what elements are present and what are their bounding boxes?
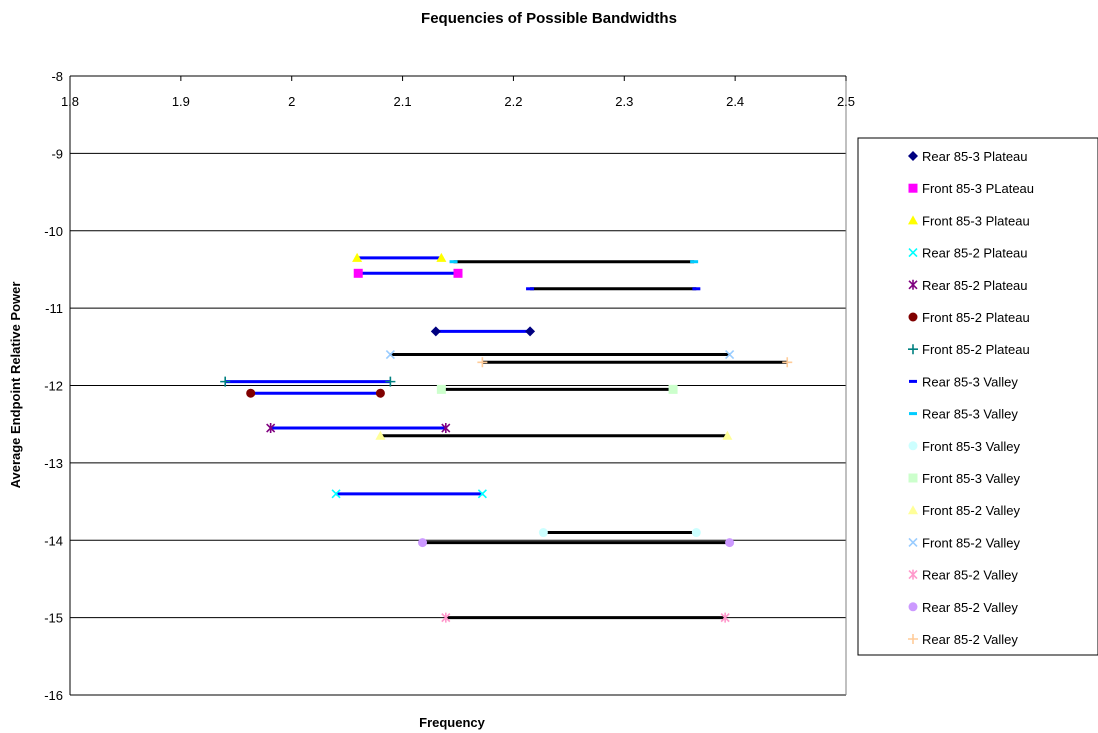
x-tick-label: 1.8	[61, 94, 79, 109]
legend-label: Front 85-3 PLateau	[922, 181, 1034, 196]
legend-label: Front 85-2 Valley	[922, 535, 1021, 550]
data-point	[453, 268, 463, 278]
data-point	[266, 423, 276, 434]
legend-label: Rear 85-2 Plateau	[922, 246, 1028, 261]
data-point	[526, 287, 535, 291]
legend-label: Front 85-3 Valley	[922, 439, 1021, 454]
data-point	[375, 430, 386, 440]
legend-marker	[908, 279, 918, 290]
data-point	[246, 388, 256, 398]
y-tick-label: -11	[45, 301, 63, 316]
chart-title: Fequencies of Possible Bandwidths	[421, 10, 677, 27]
legend-label: Front 85-2 Plateau	[922, 310, 1030, 325]
legend-marker	[908, 441, 918, 451]
legend-marker	[908, 569, 918, 580]
data-point	[385, 376, 396, 387]
x-tick-label: 2.3	[615, 94, 633, 109]
data-point	[353, 268, 363, 278]
y-tick-label: -13	[44, 456, 63, 471]
legend-label: Rear 85-3 Valley	[922, 407, 1018, 422]
legend-marker	[908, 505, 918, 515]
x-tick-label: 2.5	[837, 94, 855, 109]
legend-marker	[908, 634, 918, 644]
data-point	[722, 430, 733, 440]
legend-label: Front 85-3 Valley	[922, 471, 1021, 486]
x-tick-label: 1.9	[172, 94, 190, 109]
y-tick-label: -14	[44, 533, 63, 548]
data-point	[725, 349, 735, 360]
legend-marker	[908, 602, 918, 612]
legend-label: Rear 85-2 Valley	[922, 568, 1018, 583]
legend-label: Front 85-2 Plateau	[922, 342, 1030, 357]
data-point	[725, 538, 735, 548]
data-point	[441, 423, 451, 434]
y-tick-label: -9	[51, 146, 63, 161]
legend-label: Front 85-3 Plateau	[922, 213, 1030, 228]
y-axis-label: Average Endpoint Relative Power	[8, 282, 23, 489]
data-point	[720, 612, 730, 623]
y-tick-label: -15	[44, 611, 63, 626]
data-point	[538, 528, 548, 538]
legend-marker	[908, 537, 918, 547]
y-tick-label: -16	[44, 688, 63, 703]
data-point	[449, 260, 458, 264]
data-point	[220, 376, 231, 387]
data-point	[477, 357, 488, 368]
legend-marker	[908, 183, 918, 193]
x-axis-label: Frequency	[419, 715, 486, 730]
data-point	[436, 384, 446, 394]
data-point	[691, 528, 701, 538]
legend-label: Rear 85-3 Plateau	[922, 149, 1028, 164]
legend-marker	[909, 412, 917, 416]
data-point	[385, 349, 395, 360]
data-point	[441, 612, 451, 623]
data-point	[430, 326, 441, 337]
y-tick-label: -12	[44, 379, 63, 394]
data-point	[352, 252, 363, 262]
legend-label: Rear 85-3 Valley	[922, 374, 1018, 389]
data-point	[690, 260, 699, 264]
legend-marker	[908, 151, 918, 161]
x-tick-label: 2	[288, 94, 295, 109]
legend-label: Rear 85-2 Valley	[922, 600, 1018, 615]
data-point	[477, 489, 487, 499]
data-point	[668, 384, 678, 394]
data-point	[692, 287, 701, 291]
legend: Rear 85-3 Plateau Front 85-3 PLateau Front…	[857, 137, 1098, 656]
y-tick-label: -8	[51, 69, 63, 84]
plot-area: -8 -9 -10 -11 -12 -13 -14 -15 -16 1.8 1.9 2 2.1 2.2 2.…	[44, 69, 855, 703]
data-point	[436, 252, 447, 262]
data-point	[782, 357, 793, 368]
data-point	[418, 538, 428, 548]
y-tick-label: -10	[44, 224, 63, 239]
legend-marker	[909, 379, 917, 383]
legend-label: Rear 85-2 Plateau	[922, 278, 1028, 293]
legend-marker	[908, 473, 918, 483]
legend-marker	[908, 344, 918, 355]
legend-label: Front 85-2 Valley	[922, 503, 1021, 518]
legend-label: Rear 85-2 Valley	[922, 632, 1018, 647]
x-tick-label: 2.4	[726, 94, 744, 109]
legend-box	[857, 137, 1098, 656]
x-tick-label: 2.2	[504, 94, 522, 109]
x-tick-label: 2.1	[394, 94, 412, 109]
data-point	[375, 388, 385, 398]
legend-marker	[908, 215, 918, 225]
data-point	[331, 489, 341, 499]
legend-marker	[908, 248, 918, 258]
legend-marker	[908, 312, 918, 322]
data-point	[525, 326, 536, 337]
